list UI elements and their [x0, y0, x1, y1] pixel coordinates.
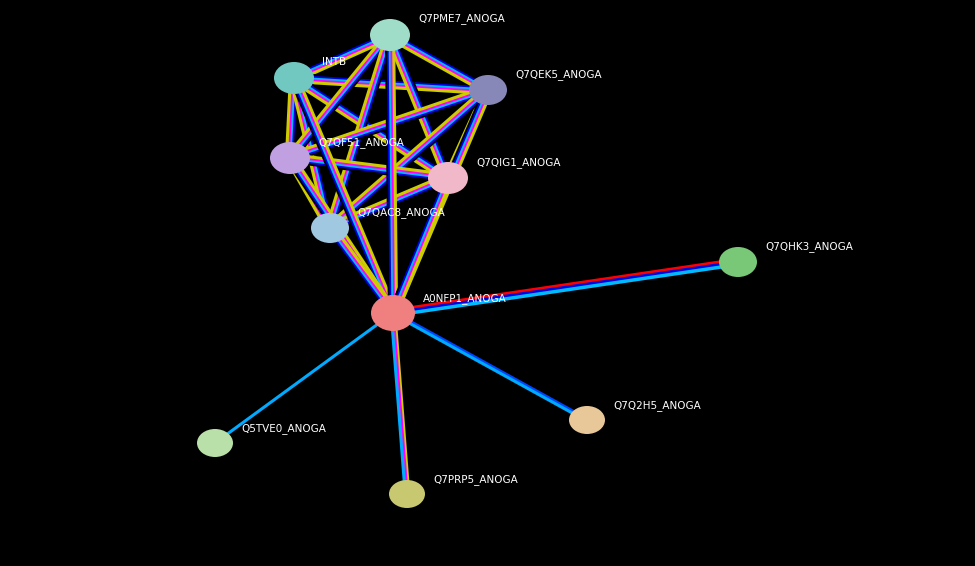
- Text: Q7QIG1_ANOGA: Q7QIG1_ANOGA: [476, 157, 561, 169]
- Ellipse shape: [719, 247, 757, 277]
- Text: Q7PRP5_ANOGA: Q7PRP5_ANOGA: [433, 474, 518, 486]
- Ellipse shape: [311, 213, 349, 243]
- Ellipse shape: [469, 75, 507, 105]
- Text: Q7QAC8_ANOGA: Q7QAC8_ANOGA: [357, 208, 445, 218]
- Ellipse shape: [274, 62, 314, 94]
- Text: INTB: INTB: [322, 57, 346, 67]
- Text: Q7QHK3_ANOGA: Q7QHK3_ANOGA: [765, 242, 853, 252]
- Ellipse shape: [389, 480, 425, 508]
- Ellipse shape: [270, 142, 310, 174]
- Ellipse shape: [197, 429, 233, 457]
- Text: Q5TVE0_ANOGA: Q5TVE0_ANOGA: [241, 423, 326, 435]
- Ellipse shape: [569, 406, 605, 434]
- Ellipse shape: [371, 295, 415, 331]
- Text: Q7QF51_ANOGA: Q7QF51_ANOGA: [318, 138, 404, 148]
- Text: Q7PME7_ANOGA: Q7PME7_ANOGA: [418, 14, 505, 24]
- Text: Q7Q2H5_ANOGA: Q7Q2H5_ANOGA: [613, 401, 701, 411]
- Text: A0NFP1_ANOGA: A0NFP1_ANOGA: [423, 294, 507, 305]
- Ellipse shape: [428, 162, 468, 194]
- Text: Q7QEK5_ANOGA: Q7QEK5_ANOGA: [515, 70, 602, 80]
- Ellipse shape: [370, 19, 410, 51]
